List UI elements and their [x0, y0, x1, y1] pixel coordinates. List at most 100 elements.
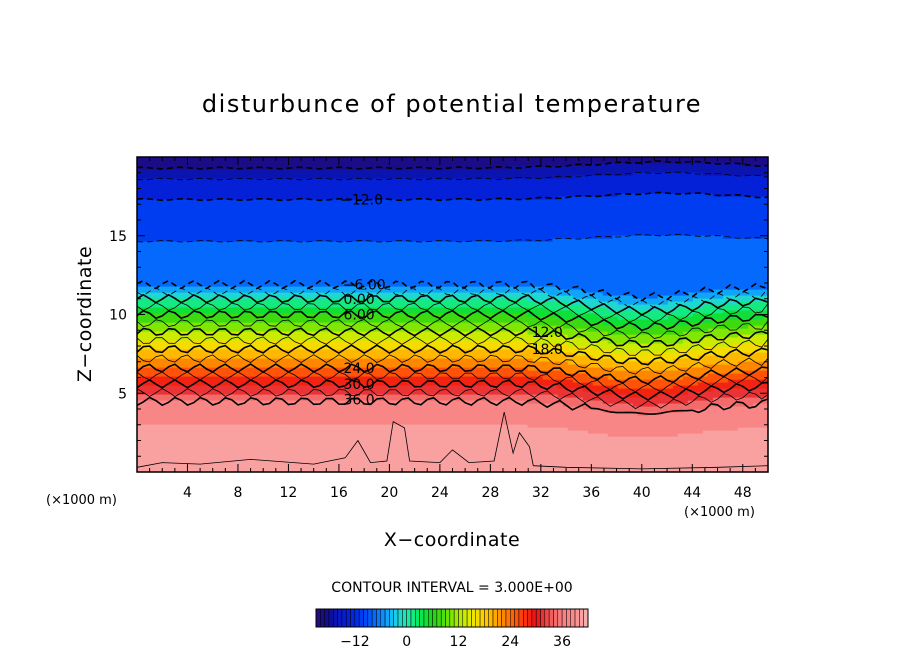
contour-cell: [302, 316, 308, 320]
contour-cell: [242, 343, 248, 347]
contour-cell: [222, 370, 228, 374]
contour-cell: [162, 193, 168, 197]
contour-cell: [217, 253, 223, 257]
contour-cell: [147, 256, 153, 260]
contour-cell: [192, 445, 198, 449]
contour-cell: [162, 373, 168, 377]
contour-cell: [242, 274, 248, 278]
contour-cell: [177, 292, 183, 296]
contour-cell: [257, 307, 263, 311]
contour-cell: [287, 172, 293, 176]
contour-cell: [282, 298, 288, 302]
contour-cell: [207, 229, 213, 233]
contour-cell: [182, 241, 188, 245]
contour-cell: [217, 376, 223, 380]
contour-cell: [272, 376, 278, 380]
contour-cell: [137, 262, 143, 266]
contour-cell: [302, 361, 308, 365]
contour-cell: [142, 427, 148, 431]
contour-cell: [147, 340, 153, 344]
contour-cell: [202, 241, 208, 245]
contour-cell: [282, 166, 288, 170]
contour-cell: [177, 400, 183, 404]
contour-cell: [152, 451, 158, 455]
contour-cell: [227, 325, 233, 329]
contour-cell: [232, 196, 238, 200]
contour-cell: [282, 388, 288, 392]
contour-cell: [277, 265, 283, 269]
contour-cell: [302, 337, 308, 341]
contour-cell: [167, 187, 173, 191]
contour-cell: [177, 445, 183, 449]
contour-cell: [197, 409, 203, 413]
contour-cell: [242, 316, 248, 320]
contour-cell: [187, 307, 193, 311]
contour-cell: [147, 334, 153, 338]
contour-cell: [302, 322, 308, 326]
contour-cell: [252, 184, 258, 188]
contour-cell: [217, 367, 223, 371]
contour-cell: [262, 184, 268, 188]
contour-cell: [237, 220, 243, 224]
contour-cell: [217, 355, 223, 359]
contour-cell: [237, 400, 243, 404]
contour-cell: [177, 364, 183, 368]
contour-cell: [272, 220, 278, 224]
contour-cell: [237, 292, 243, 296]
contour-cell: [232, 319, 238, 323]
contour-cell: [192, 427, 198, 431]
contour-cell: [162, 454, 168, 458]
contour-cell: [277, 187, 283, 191]
contour-cell: [292, 307, 298, 311]
contour-cell: [202, 373, 208, 377]
contour-cell: [247, 250, 253, 254]
contour-cell: [227, 253, 233, 257]
contour-cell: [237, 418, 243, 422]
contour-cell: [287, 442, 293, 446]
contour-cell: [147, 391, 153, 395]
contour-cell: [207, 379, 213, 383]
contour-cell: [232, 277, 238, 281]
contour-cell: [277, 355, 283, 359]
contour-cell: [202, 232, 208, 236]
contour-cell: [277, 463, 283, 467]
contour-cell: [222, 424, 228, 428]
contour-cell: [182, 178, 188, 182]
contour-cell: [257, 361, 263, 365]
contour-cell: [192, 394, 198, 398]
contour-cell: [247, 451, 253, 455]
contour-cell: [157, 277, 163, 281]
contour-cell: [287, 235, 293, 239]
contour-cell: [142, 352, 148, 356]
contour-cell: [257, 208, 263, 212]
contour-cell: [202, 277, 208, 281]
contour-cell: [152, 433, 158, 437]
contour-cell: [217, 430, 223, 434]
contour-cell: [177, 274, 183, 278]
contour-cell: [237, 322, 243, 326]
contour-cell: [197, 286, 203, 290]
contour-cell: [282, 283, 288, 287]
contour-cell: [297, 304, 303, 308]
contour-cell: [172, 292, 178, 296]
contour-cell: [302, 457, 308, 461]
contour-cell: [137, 415, 143, 419]
contour-cell: [292, 178, 298, 182]
contour-cell: [282, 379, 288, 383]
contour-cell: [302, 352, 308, 356]
contour-cell: [137, 310, 143, 314]
contour-cell: [152, 388, 158, 392]
contour-cell: [242, 409, 248, 413]
contour-cell: [167, 214, 173, 218]
contour-cell: [237, 412, 243, 416]
contour-cell: [202, 238, 208, 242]
contour-cell: [227, 460, 233, 464]
contour-cell: [202, 286, 208, 290]
contour-cell: [257, 463, 263, 467]
contour-cell: [217, 448, 223, 452]
contour-cell: [207, 355, 213, 359]
contour-cell: [292, 391, 298, 395]
contour-cell: [262, 292, 268, 296]
contour-cell: [227, 457, 233, 461]
contour-cell: [177, 370, 183, 374]
